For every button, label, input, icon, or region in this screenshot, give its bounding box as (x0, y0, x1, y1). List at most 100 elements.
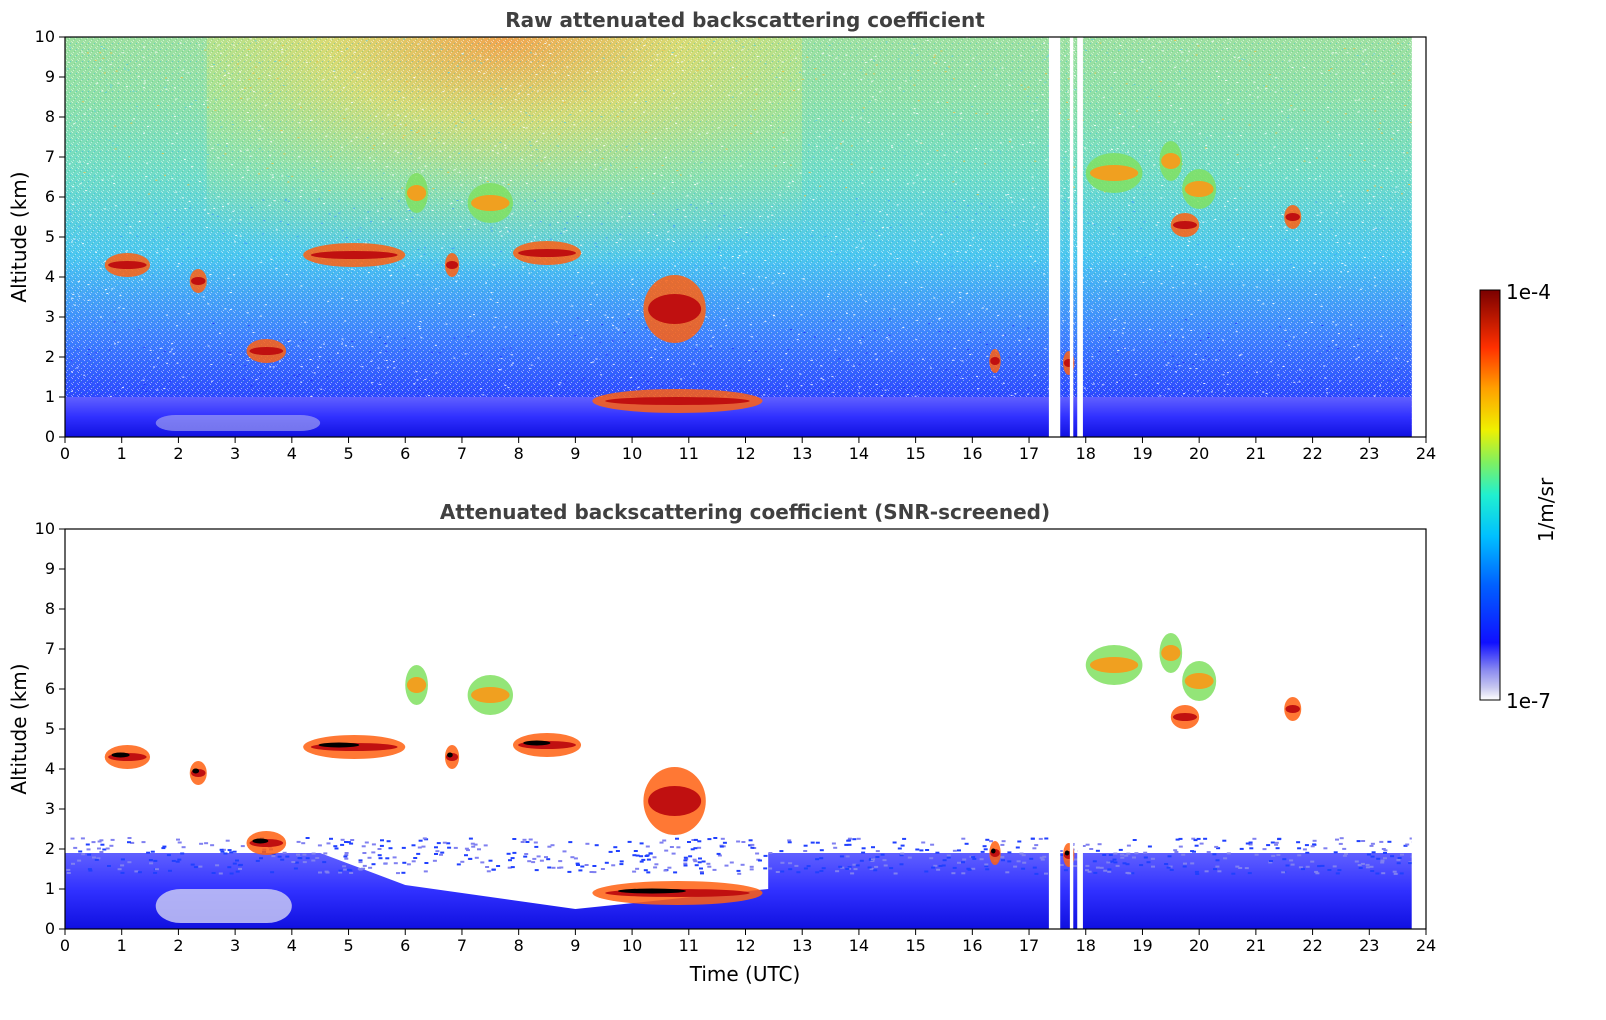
speckle-dot (1363, 159, 1366, 161)
speckle-dot (381, 133, 384, 135)
speckle-dot (243, 242, 246, 244)
speckle-dot (770, 206, 773, 208)
speckle-dot (843, 73, 846, 75)
speckle-dot (296, 853, 300, 856)
speckle-dot (257, 130, 260, 132)
speckle-dot (446, 86, 448, 88)
speckle-dot (451, 248, 454, 249)
speckle-dot (952, 849, 957, 852)
speckle-dot (485, 866, 490, 868)
speckle-dot (1379, 385, 1382, 387)
speckle-dot (929, 367, 932, 369)
speckle-dot (1015, 846, 1020, 849)
speckle-dot (1034, 260, 1037, 262)
speckle-dot (529, 86, 532, 88)
speckle-dot (803, 844, 808, 847)
speckle-dot (1298, 866, 1303, 869)
speckle-dot (180, 852, 185, 855)
speckle-dot (771, 368, 774, 370)
speckle-dot (594, 844, 599, 847)
speckle-dot (424, 247, 426, 249)
speckle-dot (1388, 380, 1391, 382)
speckle-dot (1365, 63, 1368, 65)
speckle-dot (229, 872, 234, 875)
speckle-dot (338, 212, 341, 214)
speckle-dot (1060, 854, 1064, 856)
speckle-dot (946, 67, 949, 69)
speckle-dot (1064, 55, 1066, 57)
speckle-dot (211, 872, 216, 874)
speckle-dot (402, 861, 407, 864)
speckle-dot (402, 38, 405, 40)
speckle-dot (302, 861, 307, 864)
speckle-dot (959, 297, 962, 299)
speckle-dot (1127, 151, 1129, 153)
speckle-dot (529, 394, 532, 396)
speckle-dot (1335, 324, 1338, 326)
speckle-dot (247, 325, 250, 327)
speckle-dot (176, 132, 179, 134)
speckle-dot (1380, 859, 1385, 862)
speckle-dot (370, 382, 373, 384)
speckle-dot (617, 329, 620, 331)
speckle-dot (600, 374, 603, 376)
speckle-dot (605, 237, 608, 239)
speckle-dot (504, 326, 507, 328)
speckle-dot (69, 46, 72, 48)
speckle-dot (575, 862, 580, 865)
speckle-dot (297, 156, 300, 158)
speckle-dot (439, 168, 442, 170)
speckle-dot (504, 88, 507, 90)
speckle-dot (756, 131, 759, 133)
speckle-dot (364, 841, 369, 844)
speckle-dot (1044, 81, 1047, 83)
speckle-dot (393, 367, 396, 369)
speckle-dot (296, 840, 301, 843)
speckle-dot (300, 189, 303, 191)
speckle-dot (140, 249, 143, 251)
speckle-dot (344, 852, 349, 854)
raw-cloud-core (648, 294, 702, 324)
speckle-dot (1337, 869, 1342, 872)
speckle-dot (639, 855, 644, 858)
speckle-dot (710, 85, 712, 87)
speckle-dot (1122, 142, 1125, 144)
speckle-dot (1280, 88, 1283, 90)
speckle-dot (1032, 268, 1035, 270)
speckle-dot (1297, 854, 1302, 857)
speckle-dot (775, 302, 778, 304)
speckle-dot (852, 838, 857, 841)
speckle-dot (1093, 224, 1096, 226)
speckle-dot (947, 162, 950, 164)
screened-saturated-core (523, 740, 551, 746)
speckle-dot (695, 269, 698, 271)
screened-data-gap (1048, 529, 1061, 929)
speckle-dot (246, 149, 249, 151)
speckle-dot (966, 304, 969, 306)
speckle-dot (1205, 148, 1208, 149)
speckle-dot (1161, 185, 1164, 187)
speckle-dot (1408, 862, 1413, 865)
speckle-dot (1191, 837, 1196, 840)
speckle-dot (74, 239, 77, 241)
speckle-dot (466, 849, 470, 852)
speckle-dot (99, 851, 104, 853)
speckle-dot (1024, 88, 1027, 90)
speckle-dot (1320, 212, 1323, 214)
raw-backscatter-panel: Raw attenuated backscattering coefficien… (7, 8, 1436, 463)
speckle-dot (525, 112, 528, 114)
speckle-dot (1226, 102, 1229, 104)
speckle-dot (535, 165, 538, 167)
speckle-dot (207, 303, 210, 305)
speckle-dot (66, 868, 71, 871)
speckle-dot (229, 354, 232, 356)
speckle-dot (91, 841, 96, 844)
speckle-dot (1073, 865, 1077, 867)
speckle-dot (847, 837, 852, 840)
speckle-dot (99, 52, 102, 54)
speckle-dot (1143, 851, 1148, 854)
speckle-dot (731, 67, 734, 69)
speckle-dot (502, 182, 505, 184)
speckle-dot (94, 110, 97, 112)
screened-axis-ticks: 0 1 2 3 4 5 6 7 8 9 10 11 12 13 14 15 16 17 18 19 20 21 22 23 24… (35, 519, 1437, 955)
